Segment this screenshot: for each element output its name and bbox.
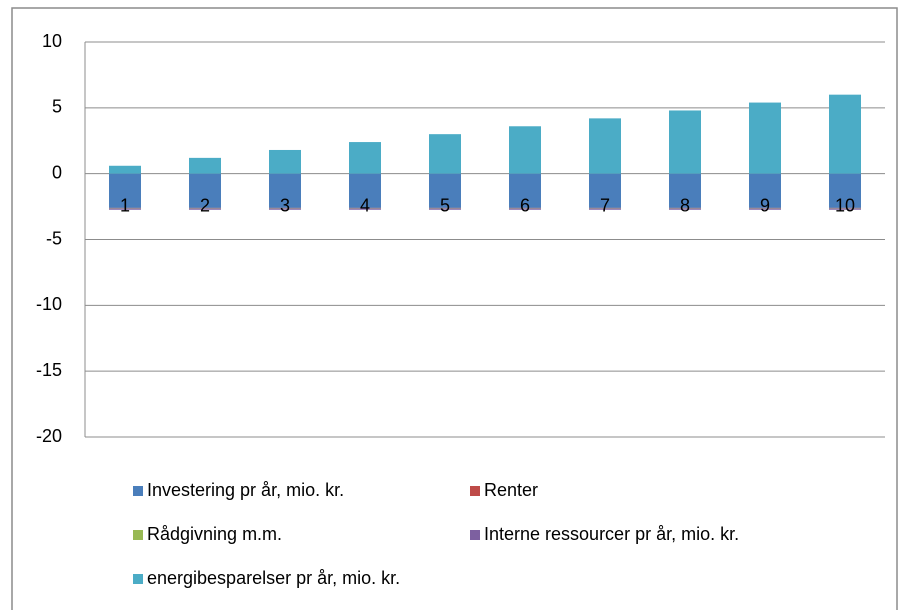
legend-label: Investering pr år, mio. kr. <box>147 480 344 500</box>
y-tick-label: -20 <box>36 426 62 446</box>
bar-segment <box>589 118 621 173</box>
x-tick-label: 5 <box>440 195 450 215</box>
legend-label: Interne ressourcer pr år, mio. kr. <box>484 524 739 544</box>
x-tick-label: 6 <box>520 195 530 215</box>
y-tick-label: -5 <box>46 228 62 248</box>
x-tick-label: 3 <box>280 195 290 215</box>
y-tick-label: 5 <box>52 97 62 117</box>
y-tick-label: -10 <box>36 294 62 314</box>
x-tick-label: 10 <box>835 195 855 215</box>
bar-segment <box>669 110 701 173</box>
legend-swatch <box>470 530 480 540</box>
x-tick-label: 2 <box>200 195 210 215</box>
legend-swatch <box>133 486 143 496</box>
y-tick-label: 0 <box>52 162 62 182</box>
bar-segment <box>269 150 301 174</box>
chart-frame <box>12 8 897 610</box>
legend-swatch <box>470 486 480 496</box>
x-tick-label: 8 <box>680 195 690 215</box>
bar-segment <box>429 134 461 174</box>
bar-segment <box>509 126 541 173</box>
y-tick-label: 10 <box>42 31 62 51</box>
bar-segment <box>189 158 221 174</box>
bar-segment <box>749 103 781 174</box>
x-tick-label: 7 <box>600 195 610 215</box>
x-tick-label: 4 <box>360 195 370 215</box>
y-tick-label: -15 <box>36 360 62 380</box>
bar-segment <box>109 166 141 174</box>
x-tick-label: 1 <box>120 195 130 215</box>
legend-label: Renter <box>484 480 538 500</box>
legend-swatch <box>133 574 143 584</box>
legend-swatch <box>133 530 143 540</box>
bar-segment <box>349 142 381 174</box>
bar-segment <box>829 95 861 174</box>
legend-label: Rådgivning m.m. <box>147 524 282 544</box>
legend-label: energibesparelser pr år, mio. kr. <box>147 568 400 588</box>
x-tick-label: 9 <box>760 195 770 215</box>
